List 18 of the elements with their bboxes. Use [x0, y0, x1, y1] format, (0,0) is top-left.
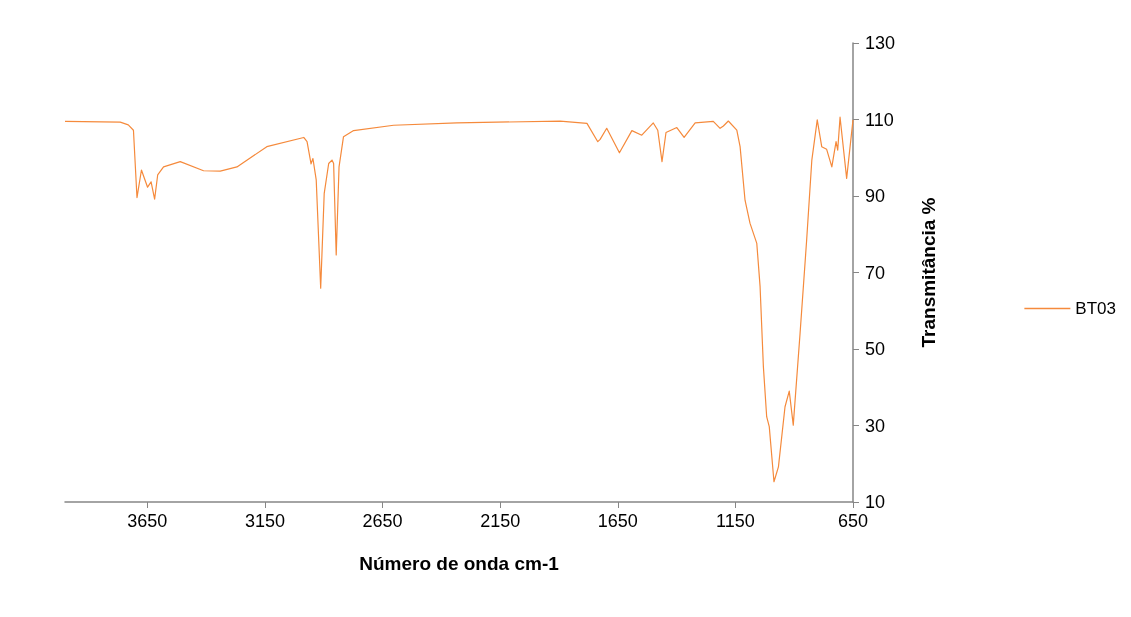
legend-label: BT03 [1075, 299, 1117, 318]
y-axis-title: Transmitância % [918, 197, 939, 348]
y-tick-label: 50 [865, 339, 886, 359]
y-tick-label: 130 [865, 33, 896, 53]
x-tick-label: 650 [837, 511, 869, 531]
line-series [64, 116, 854, 483]
x-tick-label: 1650 [597, 511, 638, 531]
x-tick-label: 2650 [362, 511, 403, 531]
y-tick-label: 30 [865, 415, 886, 436]
y-tick-label: 110 [865, 109, 894, 130]
x-axis-title: Número de onda cm-1 [359, 553, 560, 574]
x-tick-label: 3650 [127, 511, 168, 531]
x-tick-label: 1150 [716, 511, 755, 531]
y-tick-label: 10 [865, 492, 886, 512]
y-tick-label: 70 [865, 262, 886, 283]
y-tick-label: 90 [865, 186, 886, 206]
x-tick-label: 3150 [244, 511, 285, 531]
x-tick-label: 2150 [480, 511, 521, 531]
